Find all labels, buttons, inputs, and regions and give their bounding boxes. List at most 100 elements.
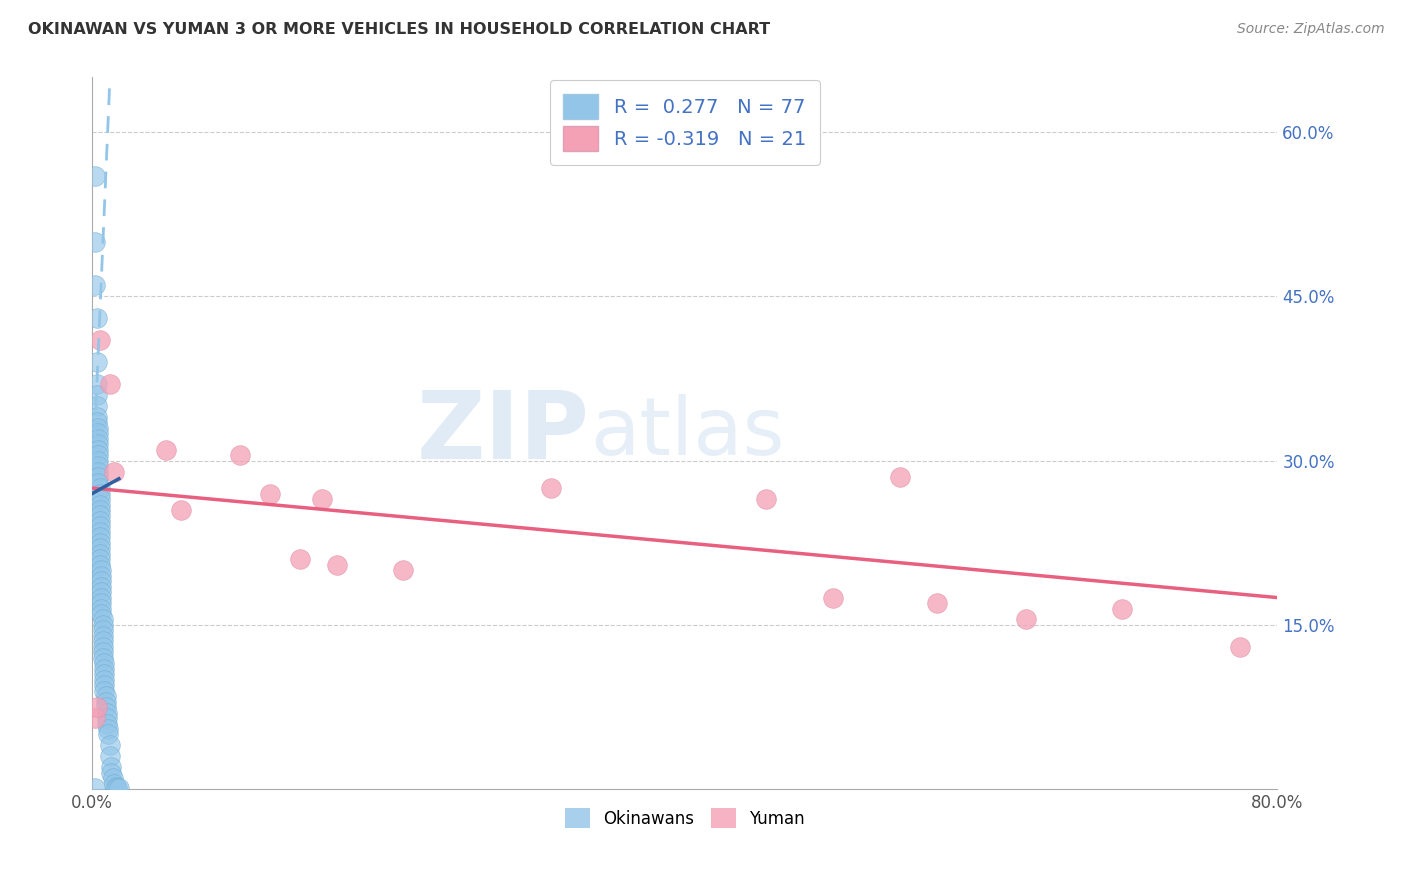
- Point: [1014, 612, 1036, 626]
- Point: [86, 311, 108, 326]
- Point: [155, 442, 177, 457]
- Point: [311, 491, 333, 506]
- Point: [87, 448, 110, 462]
- Point: [103, 777, 125, 791]
- Point: [105, 781, 128, 796]
- Point: [84, 711, 107, 725]
- Point: [98, 377, 121, 392]
- Point: [87, 475, 110, 490]
- Point: [90, 580, 112, 594]
- Point: [90, 596, 112, 610]
- Point: [89, 514, 111, 528]
- Point: [93, 673, 115, 687]
- Point: [84, 169, 107, 183]
- Point: [84, 278, 107, 293]
- Text: Source: ZipAtlas.com: Source: ZipAtlas.com: [1237, 22, 1385, 37]
- Point: [925, 596, 948, 610]
- Point: [86, 700, 108, 714]
- Point: [755, 491, 778, 506]
- Point: [101, 771, 124, 785]
- Point: [89, 519, 111, 533]
- Text: OKINAWAN VS YUMAN 3 OR MORE VEHICLES IN HOUSEHOLD CORRELATION CHART: OKINAWAN VS YUMAN 3 OR MORE VEHICLES IN …: [28, 22, 770, 37]
- Point: [89, 333, 111, 347]
- Point: [98, 749, 121, 764]
- Point: [84, 235, 107, 249]
- Point: [100, 765, 122, 780]
- Point: [90, 607, 112, 621]
- Point: [91, 612, 114, 626]
- Point: [93, 667, 115, 681]
- Point: [89, 530, 111, 544]
- Point: [108, 781, 131, 796]
- Point: [889, 470, 911, 484]
- Point: [94, 700, 117, 714]
- Point: [89, 508, 111, 523]
- Point: [86, 377, 108, 392]
- Point: [90, 591, 112, 605]
- Point: [86, 355, 108, 369]
- Point: [93, 678, 115, 692]
- Point: [104, 780, 127, 794]
- Point: [90, 568, 112, 582]
- Point: [821, 591, 844, 605]
- Point: [89, 524, 111, 539]
- Point: [89, 491, 111, 506]
- Point: [91, 634, 114, 648]
- Point: [97, 722, 120, 736]
- Point: [91, 640, 114, 654]
- Point: [89, 558, 111, 572]
- Point: [93, 657, 115, 671]
- Point: [91, 650, 114, 665]
- Text: atlas: atlas: [591, 394, 785, 473]
- Point: [90, 574, 112, 589]
- Point: [89, 552, 111, 566]
- Text: ZIP: ZIP: [418, 387, 591, 479]
- Point: [89, 536, 111, 550]
- Point: [87, 453, 110, 467]
- Point: [540, 481, 562, 495]
- Point: [90, 563, 112, 577]
- Point: [87, 442, 110, 457]
- Point: [86, 399, 108, 413]
- Point: [86, 416, 108, 430]
- Point: [96, 711, 118, 725]
- Point: [91, 624, 114, 638]
- Point: [87, 437, 110, 451]
- Point: [325, 558, 347, 572]
- Point: [97, 727, 120, 741]
- Point: [91, 618, 114, 632]
- Point: [87, 465, 110, 479]
- Point: [86, 388, 108, 402]
- Point: [89, 481, 111, 495]
- Point: [87, 470, 110, 484]
- Point: [93, 683, 115, 698]
- Point: [87, 421, 110, 435]
- Point: [87, 426, 110, 441]
- Point: [93, 662, 115, 676]
- Point: [91, 629, 114, 643]
- Point: [94, 689, 117, 703]
- Point: [98, 739, 121, 753]
- Point: [259, 486, 281, 500]
- Point: [103, 465, 125, 479]
- Point: [96, 716, 118, 731]
- Point: [91, 645, 114, 659]
- Point: [392, 563, 415, 577]
- Point: [90, 585, 112, 599]
- Point: [94, 695, 117, 709]
- Point: [89, 541, 111, 556]
- Point: [1111, 601, 1133, 615]
- Point: [89, 498, 111, 512]
- Point: [87, 432, 110, 446]
- Point: [84, 781, 107, 796]
- Point: [1229, 640, 1251, 654]
- Point: [100, 760, 122, 774]
- Point: [170, 503, 193, 517]
- Point: [89, 547, 111, 561]
- Point: [288, 552, 311, 566]
- Point: [86, 409, 108, 424]
- Point: [90, 601, 112, 615]
- Point: [89, 486, 111, 500]
- Point: [229, 448, 252, 462]
- Legend: Okinawans, Yuman: Okinawans, Yuman: [558, 802, 811, 834]
